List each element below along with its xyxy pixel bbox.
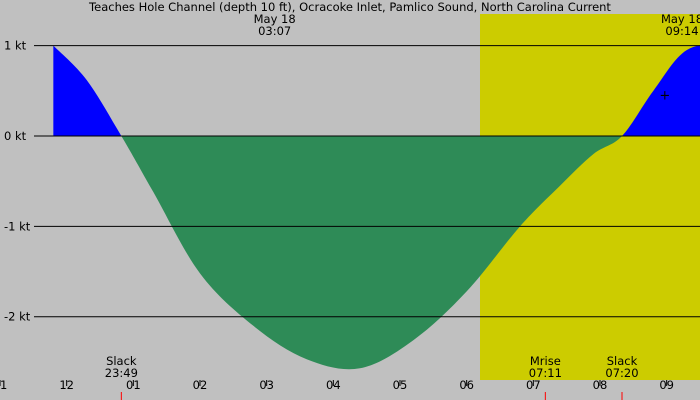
x-tick-label: 11 <box>0 378 7 392</box>
top-date-label: May 18 <box>254 12 296 26</box>
x-tick-label: 04 <box>326 378 341 392</box>
event-label: Mrise <box>530 354 561 368</box>
x-tick-label: 01 <box>126 378 141 392</box>
x-tick-label: 03 <box>259 378 274 392</box>
event-label: Slack <box>607 354 638 368</box>
x-tick-label: 07 <box>526 378 541 392</box>
event-label: Slack <box>106 354 137 368</box>
chart-title: Teaches Hole Channel (depth 10 ft), Ocra… <box>88 0 611 14</box>
x-tick-label: 02 <box>193 378 208 392</box>
y-tick-label: 1 kt <box>4 39 27 53</box>
y-tick-label: -1 kt <box>4 219 31 233</box>
top-date-label: May 18 <box>661 12 700 26</box>
event-time: 07:11 <box>529 366 562 380</box>
x-tick-label: 05 <box>393 378 408 392</box>
event-labels: Slack23:49Mrise07:11Slack07:20Slack12:03… <box>105 354 639 380</box>
y-tick-label: 0 kt <box>4 129 27 143</box>
event-time: 23:49 <box>105 366 138 380</box>
current-curve: + <box>53 45 700 370</box>
header: Teaches Hole Channel (depth 10 ft), Ocra… <box>88 0 611 14</box>
x-tick-label: 08 <box>593 378 608 392</box>
top-time-label: 09:14 <box>665 24 698 38</box>
x-tick-label: 09 <box>659 378 674 392</box>
y-tick-label: -2 kt <box>4 310 31 324</box>
current-marker: + <box>659 88 670 103</box>
x-axis: 1112010203040506070809101112010203040506… <box>0 378 674 400</box>
x-tick-label: 06 <box>459 378 474 392</box>
gridlines <box>34 45 700 318</box>
top-time-label: 03:07 <box>258 24 291 38</box>
y-axis-labels: 1 kt 0 kt -1 kt -2 kt <box>4 39 31 324</box>
ebb-area <box>53 136 700 370</box>
x-tick-label: 12 <box>59 378 74 392</box>
flood-area <box>53 45 700 136</box>
event-time: 07:20 <box>605 366 638 380</box>
